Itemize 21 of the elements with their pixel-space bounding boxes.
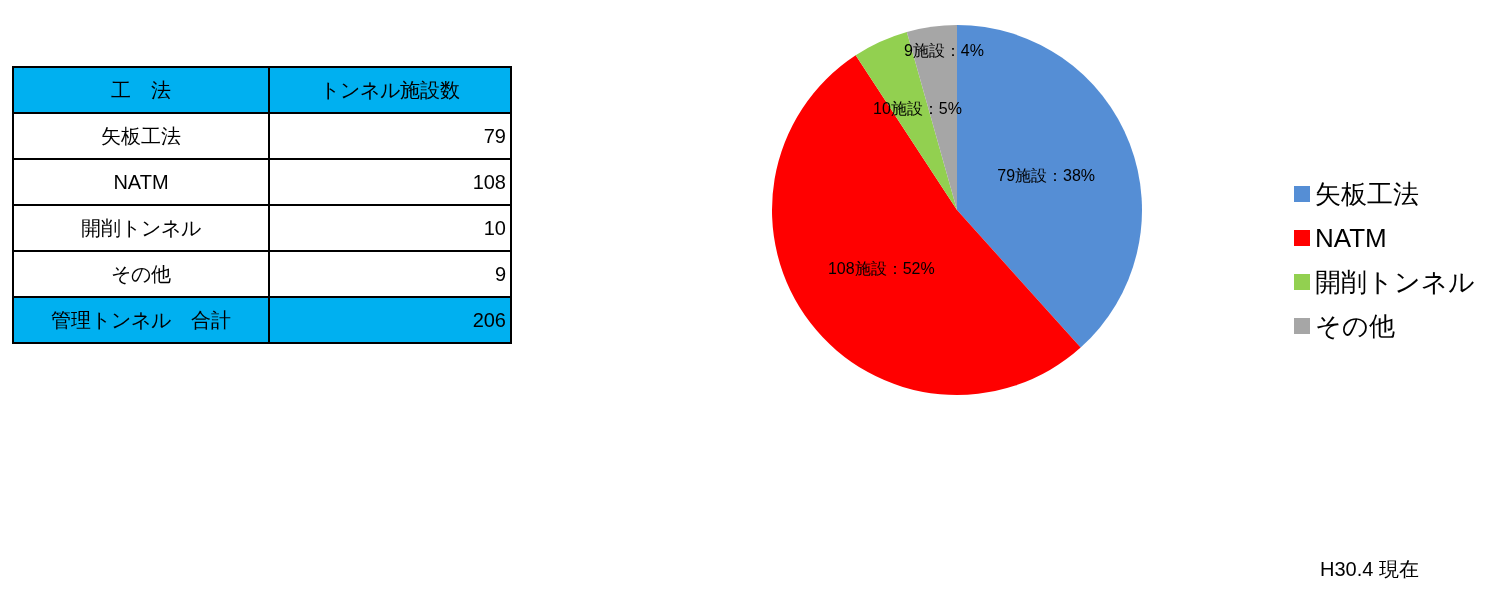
data-label: 79 [269,113,511,159]
data-label: 9施設：4% [903,41,984,59]
text: トンネル施設数 [269,67,511,113]
data-label: 108施設：52% [827,259,935,277]
category-label: NATM [13,159,269,205]
text: 206 [269,297,511,343]
category-label: 矢板工法 [13,113,269,159]
legend-label: NATM [1315,223,1387,253]
category-label: 開削トンネル [13,205,269,251]
legend-label: その他 [1315,311,1395,341]
data-label: 10 [269,205,511,251]
data-label: 108 [269,159,511,205]
data-label: 10施設：5% [872,99,962,117]
category-label: その他 [13,251,269,297]
legend-label: 矢板工法 [1315,179,1419,209]
legend-label: 開削トンネル [1315,267,1475,297]
data-label: 9 [269,251,511,297]
text: 工 法 [13,67,269,113]
text: 管理トンネル 合計 [13,297,269,343]
text: H30.4 現在 [1320,557,1419,582]
data-label: 79施設：38% [997,167,1096,185]
